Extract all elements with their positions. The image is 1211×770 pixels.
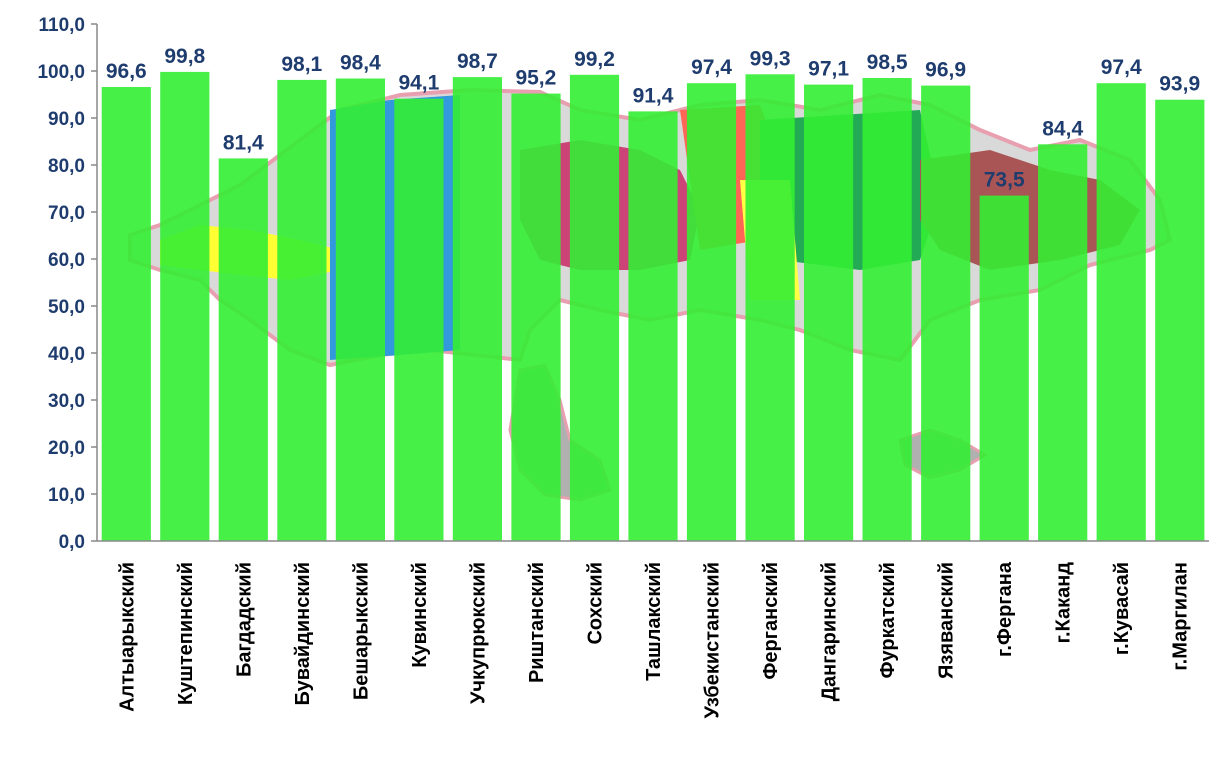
data-label-10: 97,4: [691, 56, 732, 79]
y-axis-ticks: 0,0 10,0 20,0 30,0 40,0 50,0 60,0 70,0 80,0 90,0 1…: [37, 15, 97, 553]
y-tick-label-11: 110,0: [39, 15, 86, 36]
bar-series: [101, 71, 1205, 542]
bar-4: [335, 78, 385, 541]
x-tick-label-10: Узбекистанский: [702, 562, 724, 719]
x-tick-label-16: г.Каканд: [1053, 562, 1075, 644]
y-tick-label-0: 0,0: [59, 532, 85, 553]
x-tick-label-8: Сохский: [585, 562, 607, 645]
bar-18: [1155, 99, 1205, 541]
bar-13: [862, 78, 912, 541]
y-tick-label-2: 20,0: [48, 438, 85, 459]
data-label-9: 91,4: [633, 84, 674, 107]
data-label-1: 99,8: [164, 45, 205, 68]
bar-12: [804, 84, 854, 541]
y-tick-label-6: 60,0: [48, 250, 85, 271]
x-tick-label-3: Бувайдинский: [292, 562, 314, 705]
data-label-7: 95,2: [515, 67, 556, 90]
bar-6: [452, 77, 502, 541]
y-tick-label-5: 50,0: [48, 297, 85, 318]
y-tick-label-7: 70,0: [48, 203, 85, 224]
x-tick-label-11: Ферганский: [760, 562, 782, 680]
y-tick-label-4: 40,0: [48, 344, 85, 365]
data-label-11: 99,3: [750, 47, 791, 70]
data-label-2: 81,4: [223, 131, 264, 154]
bar-5: [394, 98, 444, 541]
data-label-5: 94,1: [398, 72, 439, 95]
data-labels: 96,6 99,8 81,4 98,1 98,4 94,1 98,7 95,2 99,2 91,4…: [106, 45, 1200, 192]
x-tick-label-0: Алтыарыкский: [116, 562, 138, 712]
x-tick-label-18: г.Маргилан: [1170, 562, 1192, 671]
y-tick-label-1: 10,0: [48, 485, 85, 506]
data-label-14: 96,9: [925, 59, 966, 82]
data-label-8: 99,2: [574, 48, 615, 71]
bar-15: [979, 195, 1029, 541]
data-label-12: 97,1: [808, 58, 849, 81]
data-label-18: 93,9: [1159, 73, 1200, 96]
y-tick-label-8: 80,0: [48, 156, 85, 177]
x-tick-label-5: Кувинский: [409, 562, 431, 668]
x-tick-label-2: Багдадский: [233, 562, 255, 677]
y-tick-label-9: 90,0: [48, 109, 85, 130]
y-tick-label-3: 30,0: [48, 391, 85, 412]
data-label-16: 84,4: [1042, 117, 1083, 140]
data-label-0: 96,6: [106, 60, 147, 83]
data-label-13: 98,5: [867, 51, 908, 74]
x-tick-label-17: г.Кувасай: [1111, 562, 1133, 655]
data-label-6: 98,7: [457, 50, 498, 73]
x-axis-ticks: Алтыарыкский Куштепинский Багдадский Бувайд…: [116, 561, 1191, 718]
bar-11: [745, 74, 795, 542]
bar-2: [218, 158, 268, 541]
x-tick-label-4: Бешарыкский: [350, 562, 372, 700]
data-label-4: 98,4: [340, 52, 381, 75]
x-tick-label-13: Фуркатский: [877, 562, 899, 679]
x-tick-label-1: Куштепинский: [175, 562, 197, 705]
bar-14: [921, 85, 971, 541]
x-tick-label-12: Дангаринский: [819, 562, 841, 701]
axes: [96, 24, 1209, 542]
x-tick-label-15: г.Фергана: [994, 561, 1016, 657]
data-label-17: 97,4: [1101, 56, 1142, 79]
data-label-3: 98,1: [281, 53, 322, 76]
bar-9: [628, 111, 678, 542]
x-tick-label-9: Ташлакский: [643, 562, 665, 681]
bar-16: [1038, 144, 1088, 542]
bar-8: [569, 74, 620, 542]
x-tick-label-6: Учкупрюкский: [467, 562, 489, 704]
x-tick-label-7: Риштанский: [526, 562, 548, 683]
data-label-15: 73,5: [984, 169, 1025, 192]
bar-1: [160, 71, 210, 542]
bar-10: [686, 83, 737, 541]
bar-0: [101, 87, 151, 541]
y-tick-label-10: 100,0: [37, 62, 85, 83]
bar-3: [277, 79, 327, 542]
bar-7: [511, 93, 561, 541]
bar-17: [1096, 83, 1146, 541]
x-tick-label-14: Язяванский: [936, 562, 958, 679]
